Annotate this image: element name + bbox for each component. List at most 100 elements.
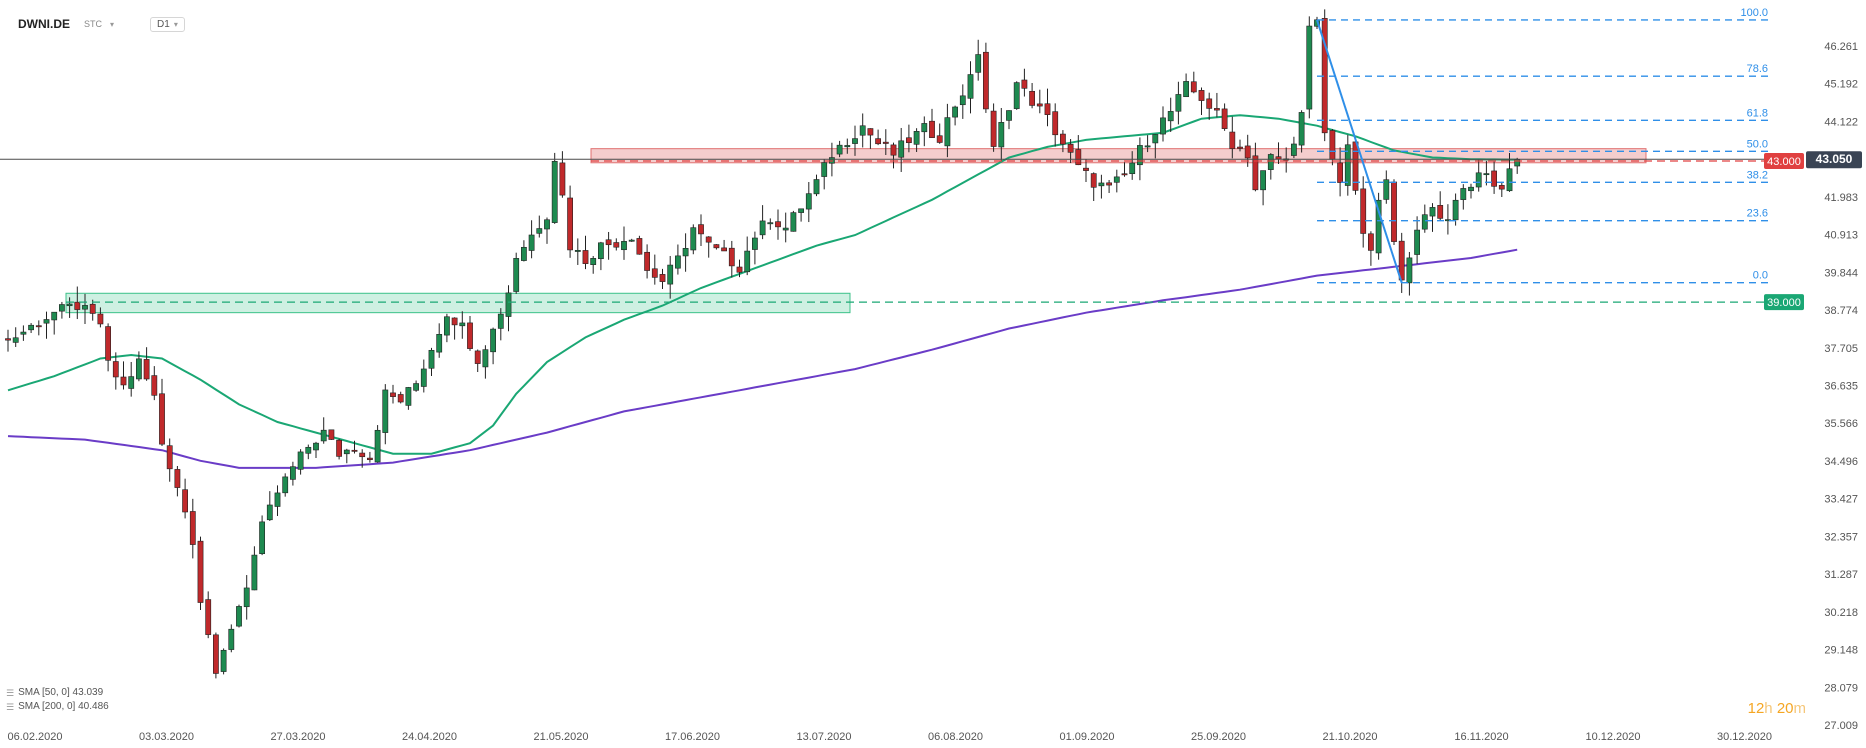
candle[interactable] xyxy=(1375,192,1382,260)
candle[interactable] xyxy=(490,327,496,365)
candle[interactable] xyxy=(328,429,335,440)
candle[interactable] xyxy=(482,345,489,379)
candle[interactable] xyxy=(289,461,296,486)
candle[interactable] xyxy=(1344,134,1351,196)
candle[interactable] xyxy=(905,124,912,153)
candle[interactable] xyxy=(590,256,597,274)
candle[interactable] xyxy=(859,113,866,148)
candle[interactable] xyxy=(1206,92,1213,120)
candle[interactable] xyxy=(775,209,781,240)
candle[interactable] xyxy=(336,438,342,460)
candle[interactable] xyxy=(1306,16,1313,119)
candle[interactable] xyxy=(852,125,858,156)
candle[interactable] xyxy=(1144,135,1151,153)
candle[interactable] xyxy=(782,212,789,243)
candle[interactable] xyxy=(467,316,473,351)
candle[interactable] xyxy=(143,347,150,381)
candle[interactable] xyxy=(397,391,404,404)
candle[interactable] xyxy=(1036,89,1043,114)
candle[interactable] xyxy=(990,103,997,152)
candle[interactable] xyxy=(790,210,797,232)
candle[interactable] xyxy=(1321,9,1328,142)
candle[interactable] xyxy=(1152,134,1159,159)
candle[interactable] xyxy=(436,323,443,358)
candle[interactable] xyxy=(1514,157,1521,174)
candle[interactable] xyxy=(66,297,73,318)
candle[interactable] xyxy=(551,152,558,224)
candle[interactable] xyxy=(43,311,50,339)
candle[interactable] xyxy=(366,451,373,463)
candle[interactable] xyxy=(1391,179,1397,245)
candle[interactable] xyxy=(297,449,304,475)
candle[interactable] xyxy=(705,236,712,258)
candle[interactable] xyxy=(1414,216,1420,264)
candle[interactable] xyxy=(1421,204,1428,233)
candle[interactable] xyxy=(574,238,581,265)
candle[interactable] xyxy=(1337,147,1343,197)
candle[interactable] xyxy=(120,361,127,390)
candle[interactable] xyxy=(613,238,620,251)
candle[interactable] xyxy=(867,128,874,149)
candle[interactable] xyxy=(544,217,550,244)
candle[interactable] xyxy=(1267,153,1274,180)
legend-item-sma200[interactable]: ☰ SMA [200, 0] 40.486 xyxy=(6,700,109,714)
candle[interactable] xyxy=(243,575,250,620)
fibonacci-retracement[interactable]: 100.0 78.6 61.8 50.0 38.2 23.6 0.0 xyxy=(1316,7,1770,284)
candle[interactable] xyxy=(798,208,804,222)
candle[interactable] xyxy=(1190,71,1197,94)
candle[interactable] xyxy=(1029,82,1035,109)
candle[interactable] xyxy=(913,128,920,152)
candle[interactable] xyxy=(890,142,897,169)
candle[interactable] xyxy=(998,107,1005,162)
candle[interactable] xyxy=(959,84,966,119)
candle[interactable] xyxy=(567,185,573,258)
candle[interactable] xyxy=(1252,142,1259,192)
candle[interactable] xyxy=(282,473,289,497)
candle[interactable] xyxy=(1044,88,1051,127)
candle[interactable] xyxy=(1121,162,1128,177)
candle[interactable] xyxy=(751,231,758,265)
candle[interactable] xyxy=(74,286,81,320)
candle[interactable] xyxy=(51,311,58,335)
candle[interactable] xyxy=(174,465,181,497)
candle[interactable] xyxy=(767,218,774,230)
candle[interactable] xyxy=(112,352,119,390)
candle[interactable] xyxy=(605,231,612,260)
candle[interactable] xyxy=(420,359,427,393)
candle[interactable] xyxy=(1013,81,1020,110)
candle[interactable] xyxy=(582,235,589,270)
candle[interactable] xyxy=(659,268,666,290)
candle[interactable] xyxy=(166,438,173,482)
candle[interactable] xyxy=(1052,103,1059,147)
candle[interactable] xyxy=(105,323,111,372)
candle[interactable] xyxy=(944,103,951,158)
candle[interactable] xyxy=(497,308,504,341)
candle[interactable] xyxy=(1237,139,1243,152)
candle[interactable] xyxy=(58,301,65,319)
candle[interactable] xyxy=(875,129,881,146)
candle[interactable] xyxy=(736,259,743,278)
candle[interactable] xyxy=(1106,179,1112,194)
candle[interactable] xyxy=(1468,183,1474,199)
candle[interactable] xyxy=(821,159,828,190)
candle[interactable] xyxy=(1445,204,1451,235)
candle[interactable] xyxy=(1437,191,1444,221)
candle[interactable] xyxy=(651,254,658,285)
candle[interactable] xyxy=(698,214,704,247)
candle[interactable] xyxy=(97,307,104,328)
candle[interactable] xyxy=(159,378,165,446)
candle[interactable] xyxy=(205,591,212,639)
candle[interactable] xyxy=(35,320,42,336)
candle[interactable] xyxy=(728,240,735,278)
candle[interactable] xyxy=(1498,181,1505,198)
candle[interactable] xyxy=(197,536,204,611)
candle[interactable] xyxy=(621,226,627,260)
candle[interactable] xyxy=(189,498,196,559)
candle[interactable] xyxy=(1383,170,1390,204)
candle[interactable] xyxy=(1229,116,1236,159)
candle[interactable] xyxy=(220,648,227,675)
candle[interactable] xyxy=(459,311,466,339)
candle[interactable] xyxy=(136,351,142,382)
candle[interactable] xyxy=(182,478,188,519)
candle[interactable] xyxy=(1167,97,1174,132)
